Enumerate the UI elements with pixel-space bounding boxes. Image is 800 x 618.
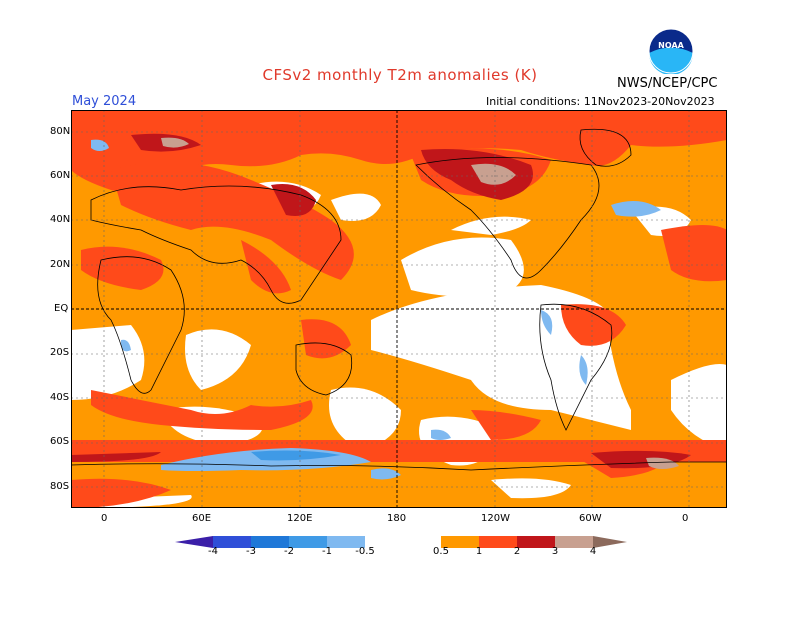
colorbar-label: -3 bbox=[246, 546, 256, 557]
colorbar-swatch bbox=[327, 536, 365, 548]
map-title: CFSv2 monthly T2m anomalies (K) bbox=[262, 66, 538, 84]
agency-label: NWS/NCEP/CPC bbox=[617, 76, 718, 91]
extreme-warm-regions bbox=[161, 137, 679, 469]
graticule bbox=[71, 110, 727, 508]
colorbar-swatch bbox=[213, 536, 251, 548]
initial-conditions: Initial conditions: 11Nov2023-20Nov2023 bbox=[486, 95, 715, 108]
colorbar-label: -0.5 bbox=[355, 546, 375, 557]
moderate-cool-regions bbox=[251, 450, 341, 461]
colorbar-swatch bbox=[517, 536, 555, 548]
colorbar-label: 4 bbox=[589, 546, 597, 557]
forecast-month: May 2024 bbox=[72, 94, 137, 109]
moderate-warm-regions bbox=[71, 110, 727, 508]
anomaly-map bbox=[71, 110, 727, 508]
colorbar bbox=[175, 534, 627, 548]
colorbar-swatch bbox=[479, 536, 517, 548]
lat-label-eq: EQ bbox=[54, 303, 69, 314]
lat-label-60n: 60N bbox=[50, 170, 71, 181]
colorbar-swatch bbox=[555, 536, 593, 548]
lon-label-120w: 120W bbox=[481, 513, 510, 524]
colorbar-label: 3 bbox=[551, 546, 559, 557]
colorbar-swatch-min bbox=[175, 536, 213, 548]
colorbar-label: 2 bbox=[513, 546, 521, 557]
colorbar-swatch bbox=[251, 536, 289, 548]
coastlines bbox=[71, 128, 727, 471]
colorbar-label: 0.5 bbox=[433, 546, 449, 557]
lon-label-120e: 120E bbox=[287, 513, 313, 524]
colorbar-label: -2 bbox=[284, 546, 294, 557]
colorbar-label: -4 bbox=[208, 546, 218, 557]
colorbar-swatch bbox=[289, 536, 327, 548]
colorbar-swatch-max bbox=[593, 536, 627, 548]
equator-dateline bbox=[71, 110, 727, 508]
lat-label-20s: 20S bbox=[50, 347, 70, 358]
lon-label-180: 180 bbox=[387, 513, 407, 524]
noaa-logo: NOAA bbox=[648, 28, 694, 75]
logo-text: NOAA bbox=[658, 41, 684, 50]
lat-label-20n: 20N bbox=[50, 259, 71, 270]
colorbar-label: -1 bbox=[322, 546, 332, 557]
lon-label-0: 0 bbox=[101, 513, 108, 524]
lon-label-0-east: 0 bbox=[682, 513, 689, 524]
lat-label-60s: 60S bbox=[50, 436, 70, 447]
lat-label-80s: 80S bbox=[50, 481, 70, 492]
lat-label-40n: 40N bbox=[50, 214, 71, 225]
colorbar-swatch bbox=[365, 536, 403, 548]
lon-label-60e: 60E bbox=[192, 513, 212, 524]
map-frame bbox=[71, 110, 727, 508]
lat-label-40s: 40S bbox=[50, 392, 70, 403]
colorbar-label: 1 bbox=[475, 546, 483, 557]
colorbar-swatch bbox=[403, 536, 441, 548]
lon-label-60w: 60W bbox=[579, 513, 602, 524]
lat-label-80n: 80N bbox=[50, 126, 71, 137]
colorbar-swatch bbox=[441, 536, 479, 548]
